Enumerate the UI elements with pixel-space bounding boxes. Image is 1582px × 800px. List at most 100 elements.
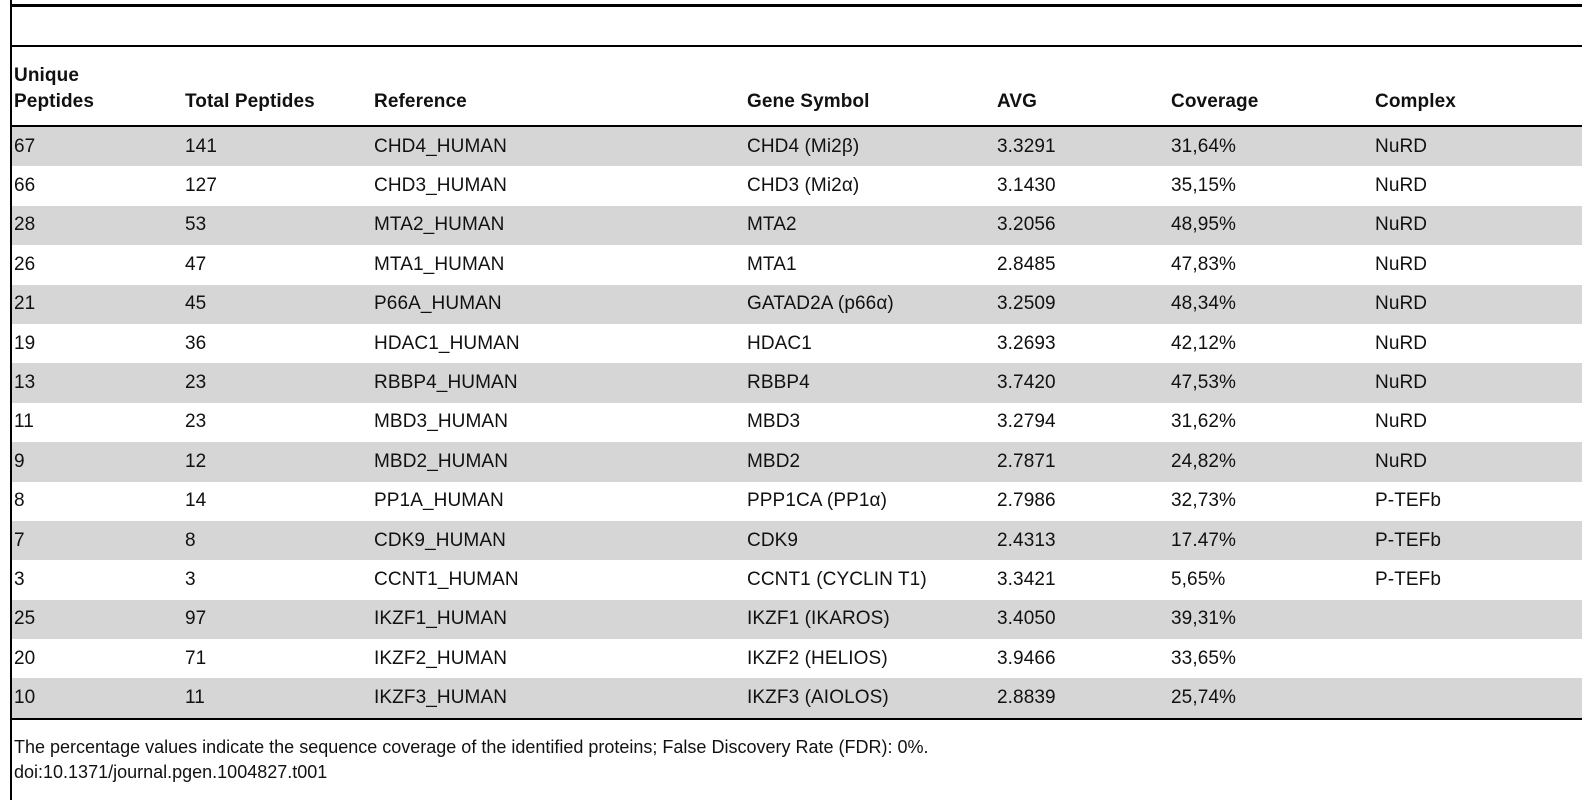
table-row: 7 8 CDK9_HUMAN CDK9 2.4313 17.47% P-TEFb <box>12 520 1582 561</box>
cell-complex <box>1373 599 1582 640</box>
footnote-text: The percentage values indicate the seque… <box>14 737 929 757</box>
cell-gene-symbol: PPP1CA (PP1α) <box>747 490 888 512</box>
table-row: 13 23 RBBP4_HUMAN RBBP4 3.7420 47,53% NuRD <box>12 363 1582 403</box>
cell-coverage: 48,34% <box>1169 284 1373 324</box>
table-page: Unique Peptides Total Peptides Reference … <box>10 0 1582 800</box>
cell-avg: 2.8485 <box>997 253 1056 275</box>
cell-total-peptides: 141 <box>183 126 372 167</box>
cell-coverage: 33,65% <box>1171 647 1237 669</box>
cell-gene-symbol: MTA1 <box>747 253 797 275</box>
top-rule <box>12 4 1582 7</box>
cell-complex: NuRD <box>1373 205 1582 246</box>
cell-avg: 3.4050 <box>995 599 1169 640</box>
cell-unique-peptides: 20 <box>14 647 36 669</box>
cell-gene-symbol: RBBP4 <box>745 363 995 403</box>
cell-avg: 3.2056 <box>995 205 1169 246</box>
cell-gene-symbol: CHD3 (Mi2α) <box>747 175 860 197</box>
cell-gene-symbol: MBD3 <box>747 411 801 433</box>
cell-coverage: 31,62% <box>1171 411 1237 433</box>
cell-avg: 3.1430 <box>997 175 1056 197</box>
cell-complex: NuRD <box>1375 253 1428 275</box>
table-row: 66 127 CHD3_HUMAN CHD3 (Mi2α) 3.1430 35,15% Nu… <box>12 166 1582 205</box>
cell-coverage: 24,82% <box>1169 442 1373 482</box>
cell-gene-symbol: HDAC1 <box>747 332 812 354</box>
cell-avg: 3.3421 <box>997 568 1056 590</box>
cell-gene-symbol: IKZF3 (AIOLOS) <box>745 678 995 720</box>
cell-gene-symbol: MTA2 <box>745 205 995 246</box>
cell-unique-peptides: 66 <box>14 175 36 197</box>
table-row: 67 141 CHD4_HUMAN CHD4 (Mi2β) 3.3291 31,64% Nu… <box>12 126 1582 167</box>
cell-total-peptides: 47 <box>185 253 207 275</box>
cell-coverage: 32,73% <box>1171 490 1237 512</box>
table-row: 20 71 IKZF2_HUMAN IKZF2 (HELIOS) 3.9466 33,65… <box>12 639 1582 678</box>
table-row: 9 12 MBD2_HUMAN MBD2 2.7871 24,82% NuRD <box>12 442 1582 482</box>
header-total-peptides: Total Peptides <box>183 57 372 127</box>
cell-reference: IKZF3_HUMAN <box>372 678 745 720</box>
table-row: 11 23 MBD3_HUMAN MBD3 3.2794 31,62% NuRD <box>12 403 1582 442</box>
cell-coverage: 47,83% <box>1171 253 1237 275</box>
cell-total-peptides: 36 <box>185 332 207 354</box>
cell-reference: MBD2_HUMAN <box>372 442 745 482</box>
cell-coverage: 35,15% <box>1171 175 1237 197</box>
cell-unique-peptides: 19 <box>14 332 36 354</box>
cell-reference: IKZF2_HUMAN <box>374 647 508 669</box>
cell-avg: 3.2509 <box>995 284 1169 324</box>
cell-coverage: 42,12% <box>1171 332 1237 354</box>
cell-gene-symbol: IKZF2 (HELIOS) <box>747 647 888 669</box>
doi-text: doi:10.1371/journal.pgen.1004827.t001 <box>14 762 328 782</box>
cell-unique-peptides: 21 <box>12 284 183 324</box>
cell-avg: 3.2693 <box>997 332 1056 354</box>
cell-complex: NuRD <box>1373 284 1582 324</box>
cell-coverage: 25,74% <box>1169 678 1373 720</box>
header-gene-symbol: Gene Symbol <box>745 57 995 127</box>
cell-avg: 3.9466 <box>997 647 1056 669</box>
table-row: 28 53 MTA2_HUMAN MTA2 3.2056 48,95% NuRD <box>12 205 1582 246</box>
cell-reference: P66A_HUMAN <box>372 284 745 324</box>
cell-coverage: 17.47% <box>1169 520 1373 561</box>
cell-avg: 2.4313 <box>995 520 1169 561</box>
cell-avg: 3.3291 <box>995 126 1169 167</box>
header-coverage: Coverage <box>1169 57 1373 127</box>
cell-unique-peptides: 26 <box>14 253 36 275</box>
cell-reference: CDK9_HUMAN <box>372 520 745 561</box>
cell-unique-peptides: 25 <box>12 599 183 640</box>
header-rule <box>12 45 1582 47</box>
cell-reference: HDAC1_HUMAN <box>374 332 520 354</box>
cell-total-peptides: 3 <box>185 568 196 590</box>
header-unique-peptides: Unique Peptides <box>12 57 183 127</box>
cell-reference: CHD3_HUMAN <box>374 175 507 197</box>
cell-avg: 3.7420 <box>995 363 1169 403</box>
cell-complex: NuRD <box>1373 126 1582 167</box>
cell-complex <box>1373 678 1582 720</box>
cell-total-peptides: 53 <box>183 205 372 246</box>
cell-total-peptides: 12 <box>183 442 372 482</box>
table-row: 26 47 MTA1_HUMAN MTA1 2.8485 47,83% NuRD <box>12 245 1582 284</box>
cell-reference: RBBP4_HUMAN <box>372 363 745 403</box>
cell-unique-peptides: 8 <box>14 490 25 512</box>
cell-unique-peptides: 13 <box>12 363 183 403</box>
cell-complex: P-TEFb <box>1375 568 1442 590</box>
cell-complex: P-TEFb <box>1373 520 1582 561</box>
cell-complex: NuRD <box>1373 363 1582 403</box>
cell-total-peptides: 11 <box>183 678 372 720</box>
table-row: 21 45 P66A_HUMAN GATAD2A (p66α) 3.2509 48,34%… <box>12 284 1582 324</box>
cell-unique-peptides: 3 <box>14 568 25 590</box>
cell-coverage: 31,64% <box>1169 126 1373 167</box>
cell-total-peptides: 45 <box>183 284 372 324</box>
cell-reference: MBD3_HUMAN <box>374 411 509 433</box>
cell-reference: CHD4_HUMAN <box>372 126 745 167</box>
cell-gene-symbol: CHD4 (Mi2β) <box>745 126 995 167</box>
cell-unique-peptides: 7 <box>12 520 183 561</box>
cell-coverage: 48,95% <box>1169 205 1373 246</box>
cell-reference: IKZF1_HUMAN <box>372 599 745 640</box>
cell-gene-symbol: GATAD2A (p66α) <box>745 284 995 324</box>
cell-reference: MTA1_HUMAN <box>374 253 505 275</box>
cell-complex: P-TEFb <box>1375 490 1442 512</box>
table-header-row: Unique Peptides Total Peptides Reference … <box>12 57 1582 127</box>
header-reference: Reference <box>372 57 745 127</box>
cell-coverage: 39,31% <box>1169 599 1373 640</box>
cell-reference: PP1A_HUMAN <box>374 490 504 512</box>
cell-coverage: 47,53% <box>1169 363 1373 403</box>
cell-avg: 2.7986 <box>997 490 1056 512</box>
cell-gene-symbol: CCNT1 (CYCLIN T1) <box>747 568 927 590</box>
